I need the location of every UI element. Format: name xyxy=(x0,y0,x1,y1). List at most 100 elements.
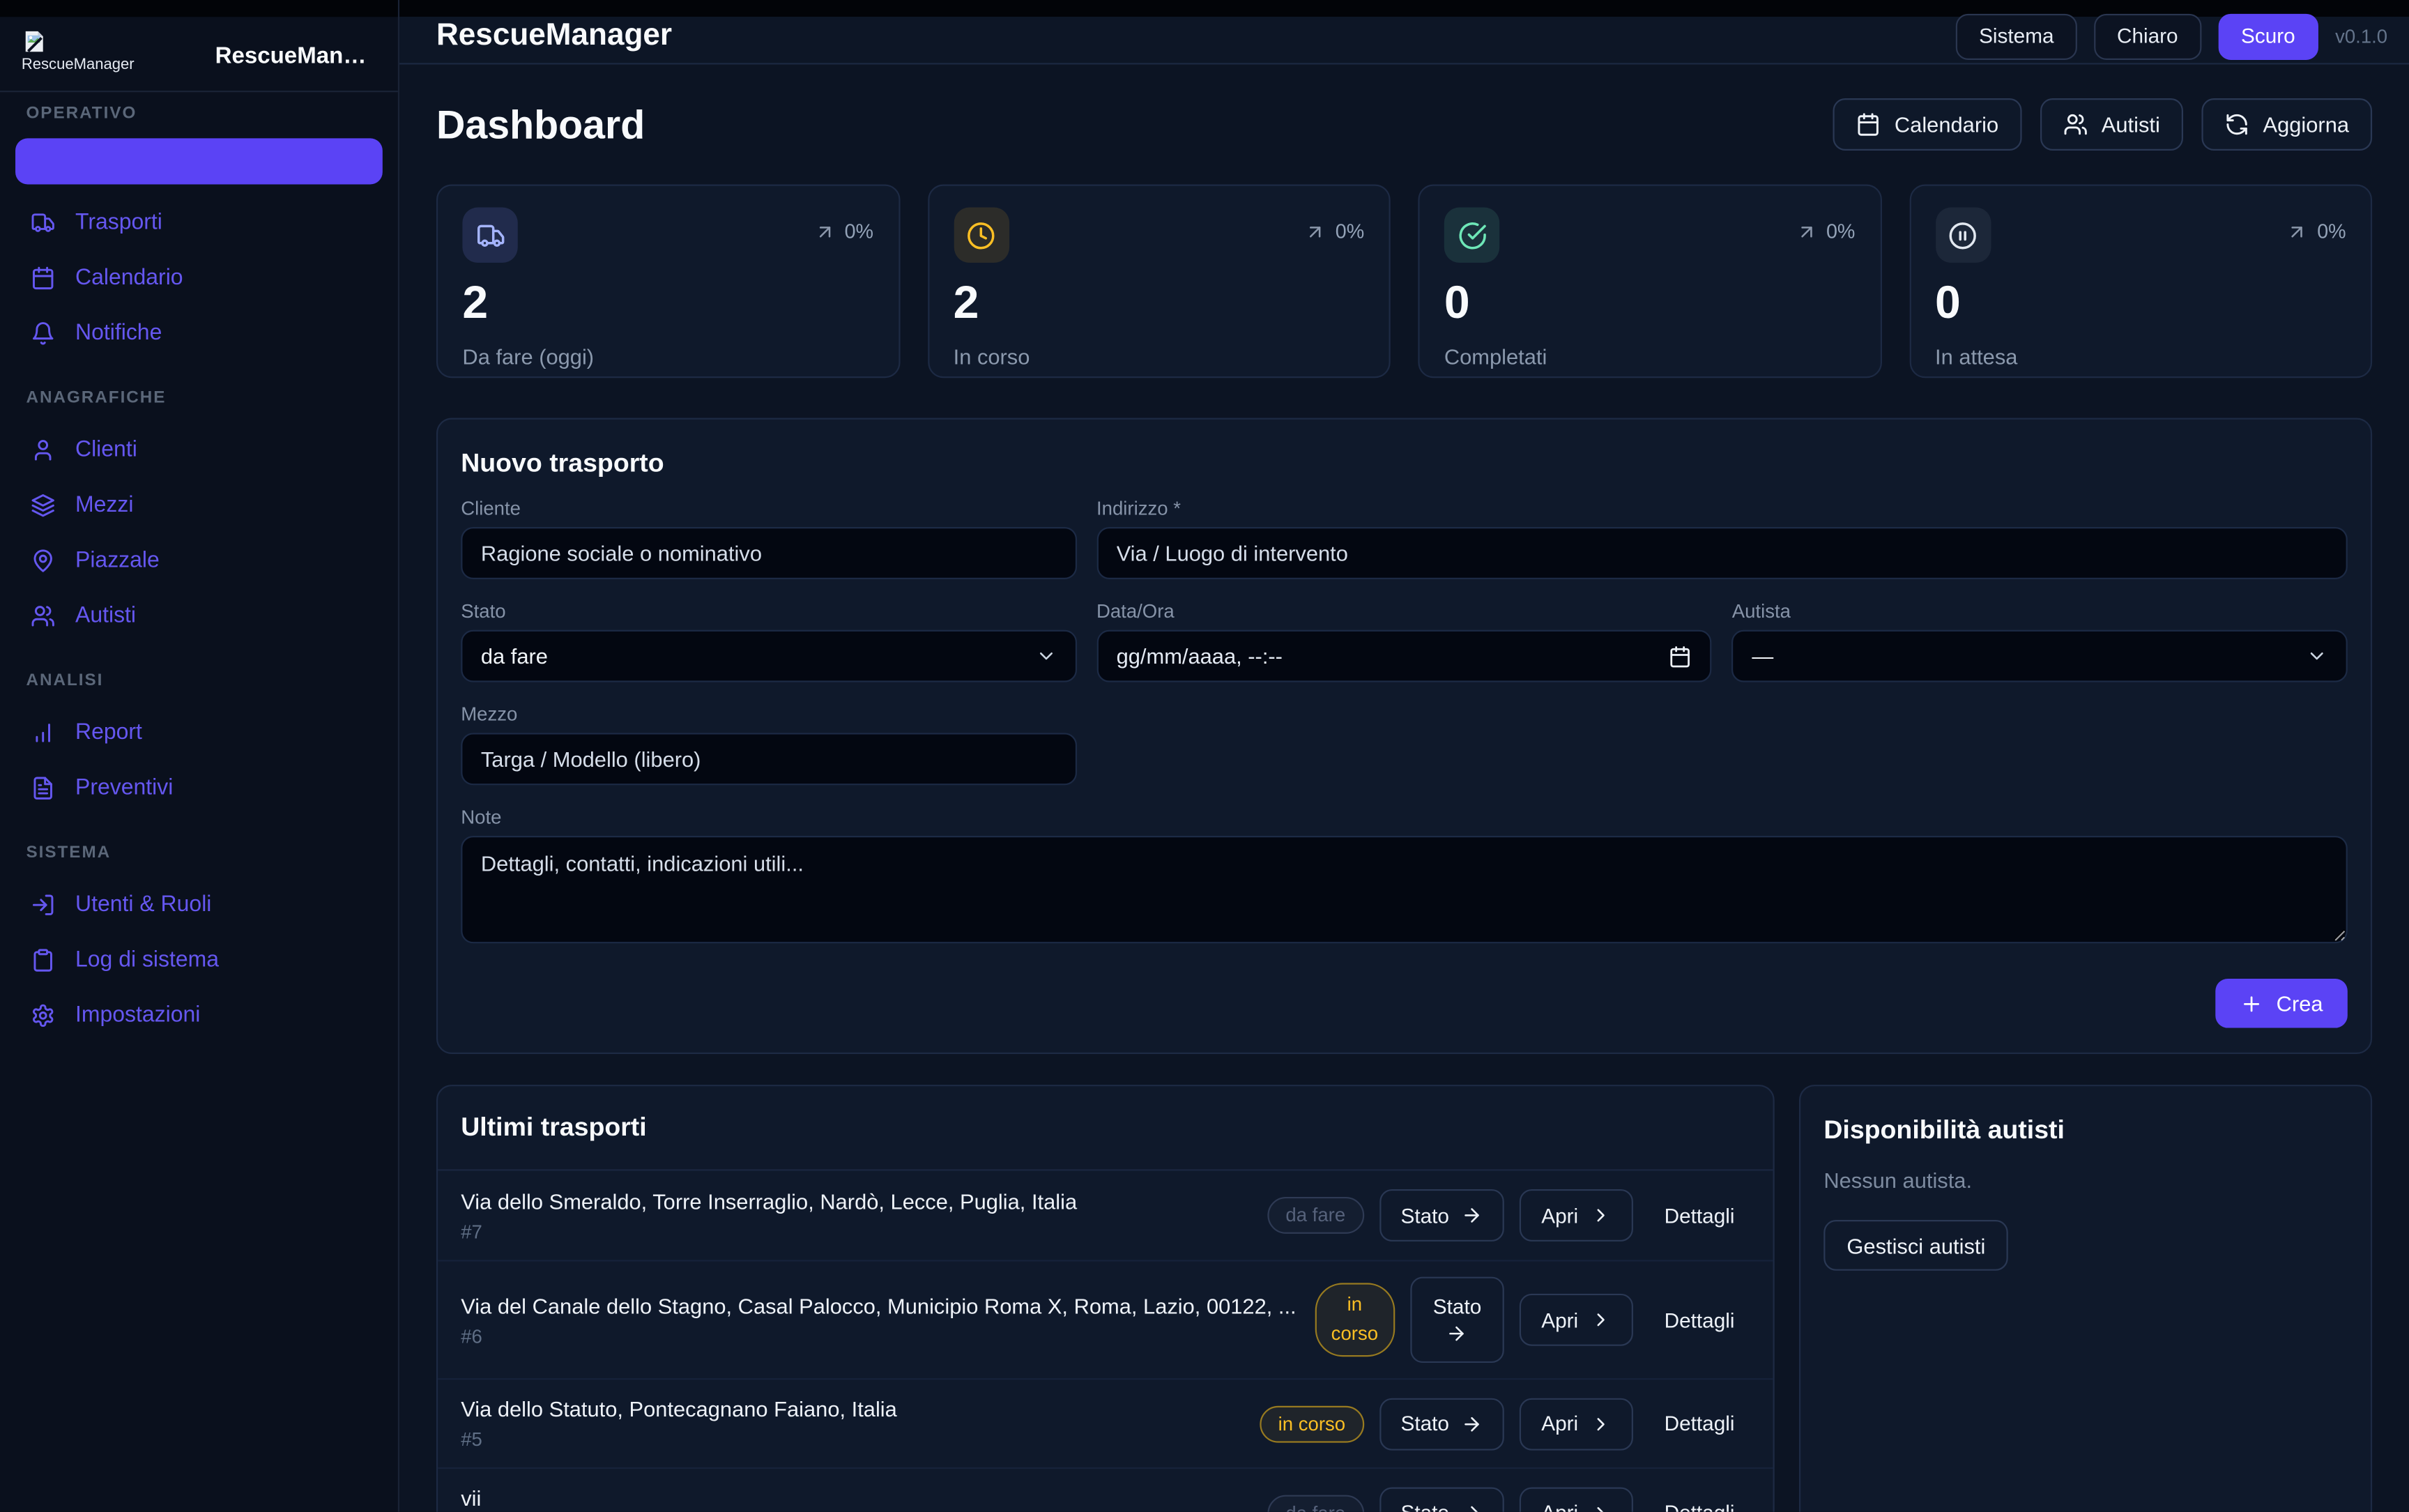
sidebar-item-trasporti[interactable]: Trasporti xyxy=(15,195,383,250)
stato-button[interactable]: Stato xyxy=(1379,1189,1505,1242)
transport-id: #7 xyxy=(461,1221,482,1243)
apri-button[interactable]: Apri xyxy=(1520,1189,1634,1242)
aggiorna-button[interactable]: Aggiorna xyxy=(2201,98,2373,151)
button-label: Stato xyxy=(1400,1203,1450,1227)
stat-delta: 0% xyxy=(814,220,873,243)
mezzo-input[interactable] xyxy=(461,733,1077,786)
arrow-right-icon xyxy=(1464,1208,1480,1223)
stats-row: 0% 2 Da fare (oggi) xyxy=(436,184,2373,379)
truck-icon xyxy=(476,224,504,246)
stato-button[interactable]: Stato xyxy=(1409,1276,1505,1364)
arrow-right-icon xyxy=(1464,1416,1480,1431)
sidebar-item-label: Calendario xyxy=(75,266,183,291)
apri-button[interactable]: Apri xyxy=(1520,1397,1634,1450)
stat-value: 0 xyxy=(1935,277,1961,329)
crea-button[interactable]: Crea xyxy=(2215,979,2348,1028)
logo-alt-text: RescueManager xyxy=(21,56,135,74)
indirizzo-input[interactable] xyxy=(1096,527,2348,579)
apri-button[interactable]: Apri xyxy=(1520,1293,1634,1346)
version-label: v0.1.0 xyxy=(2335,25,2388,47)
sidebar-item-label: Impostazioni xyxy=(75,1003,201,1028)
sidebar-item-report[interactable]: Report xyxy=(15,705,383,761)
topbar-actions: Sistema Chiaro Scuro v0.1.0 xyxy=(1956,13,2387,59)
autisti-button[interactable]: Autisti xyxy=(2040,98,2183,151)
arrow-up-right-icon xyxy=(819,226,830,237)
sidebar-item-label: Preventivi xyxy=(75,776,174,801)
sidebar-item-label: Log di sistema xyxy=(75,947,220,973)
field-note: Note xyxy=(461,807,2348,951)
sidebar-item-piazzale[interactable]: Piazzale xyxy=(15,533,383,588)
pause-circle-icon-box xyxy=(1935,207,1991,263)
sidebar-item-label: Piazzale xyxy=(75,548,160,574)
sidebar-item-label: Notifiche xyxy=(75,321,162,346)
note-textarea[interactable] xyxy=(461,836,2348,944)
transport-address: Via dello Statuto, Pontecagnano Faiano, … xyxy=(461,1396,897,1421)
transport-row: Via dello Statuto, Pontecagnano Faiano, … xyxy=(438,1378,1773,1467)
sidebar-item-mezzi[interactable]: Mezzi xyxy=(15,478,383,533)
apri-button[interactable]: Apri xyxy=(1520,1486,1634,1512)
autista-select[interactable]: — xyxy=(1731,629,2348,682)
dettagli-button[interactable]: Dettagli xyxy=(1649,1189,1750,1242)
drivers-title: Disponibilità autisti xyxy=(1823,1115,2065,1145)
drivers-empty-text: Nessun autista. xyxy=(1823,1168,1973,1193)
button-label: Stato xyxy=(1401,1501,1449,1511)
arrow-up-right-icon xyxy=(1310,226,1321,237)
theme-system-button[interactable]: Sistema xyxy=(1956,13,2077,59)
sidebar-section-analisi: ANALISI xyxy=(26,671,104,690)
layers-icon xyxy=(31,494,54,517)
transport-id: #5 xyxy=(461,1428,482,1451)
cliente-label: Cliente xyxy=(461,498,521,519)
stat-value: 2 xyxy=(462,277,489,329)
transport-address: Via del Canale dello Stagno, Casal Paloc… xyxy=(461,1292,1297,1318)
stato-button[interactable]: Stato xyxy=(1379,1486,1505,1512)
stat-delta: 0% xyxy=(2286,220,2346,243)
transport-row: Via dello Smeraldo, Torre Inserraglio, N… xyxy=(438,1171,1773,1260)
status-badge: in corso xyxy=(1315,1283,1395,1357)
button-label: Autisti xyxy=(2101,112,2160,137)
sidebar-item-dashboard[interactable] xyxy=(15,138,383,185)
sidebar-item-clienti[interactable]: Clienti xyxy=(15,422,383,478)
stat-delta: 0% xyxy=(1796,220,1855,243)
stato-label: Stato xyxy=(461,600,506,623)
note-label: Note xyxy=(461,807,502,829)
transport-row: vii #3 da fare Stato Apri xyxy=(438,1467,1773,1512)
cliente-input[interactable] xyxy=(461,527,1077,579)
stato-select[interactable]: da fare xyxy=(461,629,1077,682)
data-ora-input[interactable]: gg/mm/aaaa, --:-- xyxy=(1096,629,1713,682)
sidebar-item-notifiche[interactable]: Notifiche xyxy=(15,306,383,361)
sidebar-item-log-di-sistema[interactable]: Log di sistema xyxy=(15,933,383,988)
data-ora-value: gg/mm/aaaa, --:-- xyxy=(1116,643,1283,669)
plus-icon xyxy=(2243,995,2259,1011)
truck-icon xyxy=(31,213,54,232)
file-text-icon xyxy=(33,777,52,800)
dettagli-button[interactable]: Dettagli xyxy=(1649,1294,1750,1346)
mezzo-label: Mezzo xyxy=(461,703,518,726)
button-label: Stato xyxy=(1432,1295,1482,1319)
stat-card-in-attesa: 0% 0 In attesa xyxy=(1909,184,2373,379)
sidebar-item-autisti[interactable]: Autisti xyxy=(15,588,383,643)
gestisci-autisti-button[interactable]: Gestisci autisti xyxy=(1823,1220,2009,1271)
transports-title: Ultimi trasporti xyxy=(461,1112,647,1142)
sidebar-item-impostazioni[interactable]: Impostazioni xyxy=(15,988,383,1043)
field-stato: Stato da fare xyxy=(461,600,1077,682)
field-indirizzo: Indirizzo * xyxy=(1096,498,2348,579)
stat-card-da-fare: 0% 2 Da fare (oggi) xyxy=(436,184,900,379)
theme-light-button[interactable]: Chiaro xyxy=(2093,13,2201,59)
stat-card-in-corso: 0% 2 In corso xyxy=(927,184,1391,379)
chevron-right-icon xyxy=(1598,1313,1605,1327)
button-label: Stato xyxy=(1400,1412,1450,1435)
theme-dark-button[interactable]: Scuro xyxy=(2217,13,2318,59)
dettagli-button[interactable]: Dettagli xyxy=(1649,1398,1750,1450)
sidebar-item-calendario[interactable]: Calendario xyxy=(15,250,383,305)
button-label: Apri xyxy=(1541,1412,1579,1435)
dettagli-button[interactable]: Dettagli xyxy=(1649,1486,1750,1511)
sidebar-item-preventivi[interactable]: Preventivi xyxy=(15,761,383,816)
calendario-button[interactable]: Calendario xyxy=(1833,98,2022,151)
stato-button[interactable]: Stato xyxy=(1379,1397,1505,1450)
sidebar-item-utenti-ruoli[interactable]: Utenti & Ruoli xyxy=(15,878,383,933)
users-icon xyxy=(31,606,54,627)
driver-availability-panel: Disponibilità autisti Nessun autista. Ge… xyxy=(1799,1085,2373,1512)
clipboard-icon xyxy=(33,949,52,972)
calendar-picker-icon[interactable] xyxy=(1669,645,1692,668)
